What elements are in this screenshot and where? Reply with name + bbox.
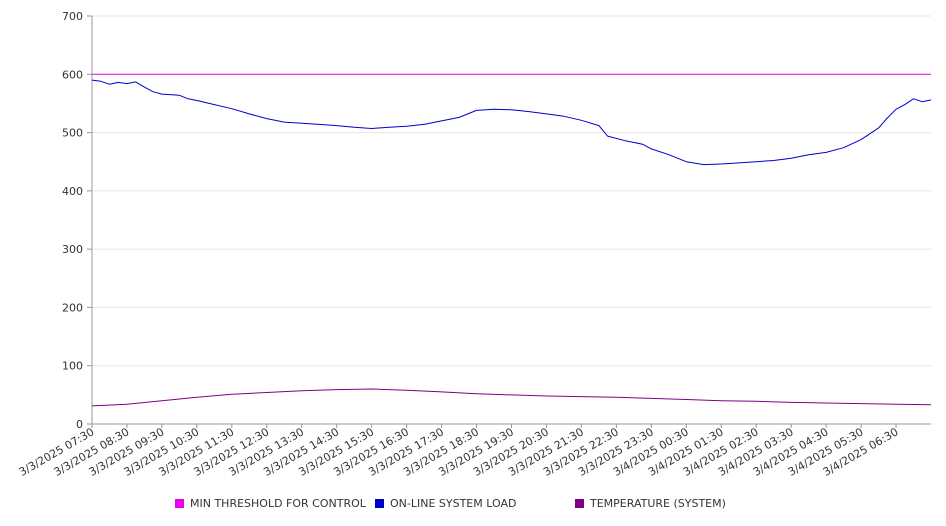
chart-series xyxy=(91,73,932,407)
legend-swatch xyxy=(175,499,184,508)
y-tick-label: 600 xyxy=(62,68,83,81)
y-axis-ticks: 0 100 200 300 400 500 600 700 xyxy=(62,10,92,431)
y-tick-label: 300 xyxy=(62,243,83,256)
chart-legend: MIN THRESHOLD FOR CONTROL ON-LINE SYSTEM … xyxy=(0,497,946,515)
legend-item-online-system-load: ON-LINE SYSTEM LOAD xyxy=(375,497,516,510)
x-axis-ticks: 3/3/2025 07:303/3/2025 08:303/3/2025 09:… xyxy=(17,424,901,479)
legend-swatch xyxy=(375,499,384,508)
temperature-system-line xyxy=(91,388,932,407)
y-tick-label: 400 xyxy=(62,185,83,198)
y-tick-label: 200 xyxy=(62,301,83,314)
legend-label: MIN THRESHOLD FOR CONTROL xyxy=(190,497,366,510)
legend-item-temperature-system: TEMPERATURE (SYSTEM) xyxy=(575,497,726,510)
legend-item-min-threshold: MIN THRESHOLD FOR CONTROL xyxy=(175,497,366,510)
y-tick-label: 100 xyxy=(62,360,83,373)
chart-grid xyxy=(92,15,931,367)
y-tick-label: 700 xyxy=(62,10,83,23)
legend-swatch xyxy=(575,499,584,508)
online-system-load-line xyxy=(91,79,932,166)
legend-label: TEMPERATURE (SYSTEM) xyxy=(590,497,726,510)
y-tick-label: 0 xyxy=(76,418,83,431)
legend-label: ON-LINE SYSTEM LOAD xyxy=(390,497,517,510)
y-tick-label: 500 xyxy=(62,127,83,140)
chart-axes xyxy=(91,16,931,425)
